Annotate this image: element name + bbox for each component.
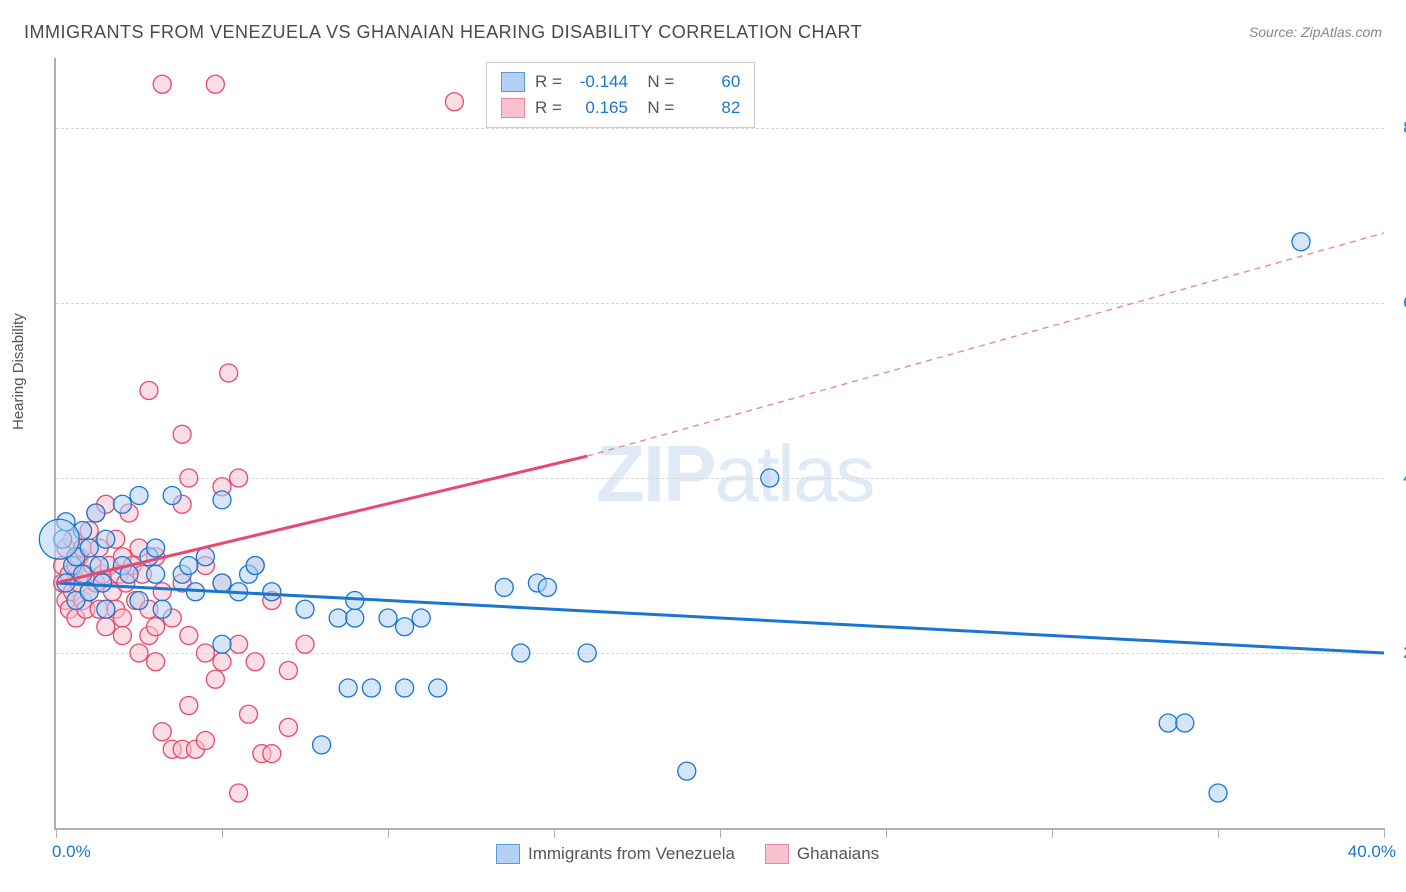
source-attribution: Source: ZipAtlas.com <box>1249 24 1382 40</box>
legend-label-1: Immigrants from Venezuela <box>528 844 735 864</box>
swatch-series-2 <box>501 98 525 118</box>
r-value-1: -0.144 <box>572 72 628 92</box>
y-tick-label: 8.0% <box>1392 118 1406 138</box>
y-axis-label: Hearing Disability <box>10 313 27 430</box>
stats-row-series-1: R = -0.144 N = 60 <box>501 69 740 95</box>
swatch-series-1 <box>501 72 525 92</box>
legend-swatch-2 <box>765 844 789 864</box>
x-axis-min: 0.0% <box>52 842 91 862</box>
n-value-1: 60 <box>684 72 740 92</box>
correlation-stats-legend: R = -0.144 N = 60 R = 0.165 N = 82 <box>486 62 755 128</box>
legend-item-2: Ghanaians <box>765 844 879 864</box>
chart-title: IMMIGRANTS FROM VENEZUELA VS GHANAIAN HE… <box>24 22 862 43</box>
x-axis-max: 40.0% <box>1348 842 1396 862</box>
legend-swatch-1 <box>496 844 520 864</box>
stats-row-series-2: R = 0.165 N = 82 <box>501 95 740 121</box>
legend-item-1: Immigrants from Venezuela <box>496 844 735 864</box>
n-value-2: 82 <box>684 98 740 118</box>
y-tick-label: 4.0% <box>1392 468 1406 488</box>
y-tick-label: 6.0% <box>1392 293 1406 313</box>
chart-plot-area: ZIPatlas R = -0.144 N = 60 R = 0.165 N =… <box>54 58 1384 830</box>
r-value-2: 0.165 <box>572 98 628 118</box>
scatter-svg <box>56 58 1384 828</box>
legend-label-2: Ghanaians <box>797 844 879 864</box>
y-tick-label: 2.0% <box>1392 643 1406 663</box>
series-legend: Immigrants from Venezuela Ghanaians <box>496 844 879 864</box>
